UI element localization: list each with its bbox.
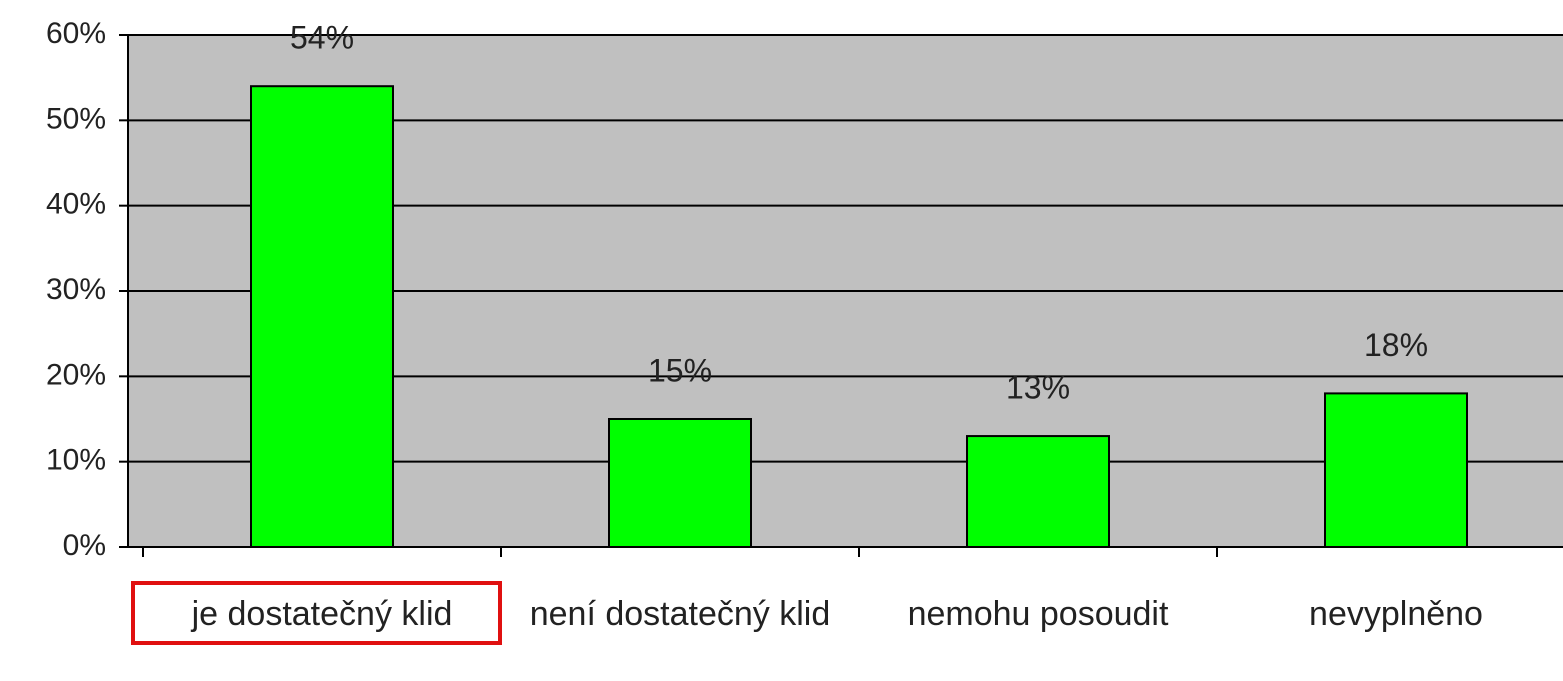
y-tick-label: 20% <box>46 358 106 391</box>
bar <box>966 435 1110 549</box>
y-tick-label: 60% <box>46 17 106 50</box>
x-tick-label: není dostatečný klid <box>529 595 831 633</box>
value-label: 18% <box>1364 327 1428 363</box>
x-tick-label: nemohu posoudit <box>907 595 1169 633</box>
value-label: 13% <box>1006 370 1070 406</box>
value-label: 15% <box>648 352 712 388</box>
highlight-box <box>131 581 502 645</box>
y-tick-label: 0% <box>63 529 106 562</box>
bar <box>608 418 752 548</box>
x-tick-label: nevyplněno <box>1309 595 1483 633</box>
bar <box>250 85 394 548</box>
y-tick-label: 40% <box>46 188 106 221</box>
y-tick-label: 10% <box>46 444 106 477</box>
y-tick-label: 50% <box>46 102 106 135</box>
bar <box>1324 392 1468 548</box>
value-label: 54% <box>290 20 354 56</box>
x-tick-label: je dostatečný klid <box>191 595 453 633</box>
y-tick-label: 30% <box>46 273 106 306</box>
